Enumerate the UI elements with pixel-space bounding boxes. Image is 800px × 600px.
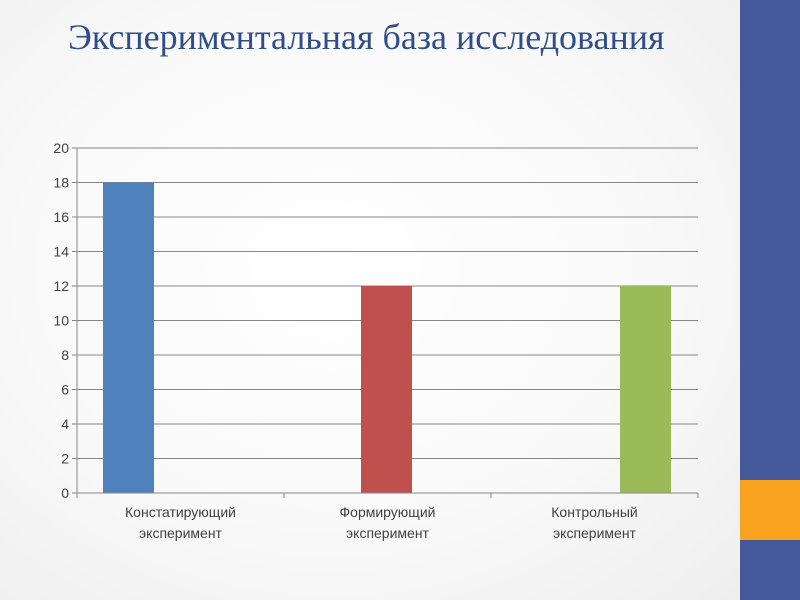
side-bar-top-segment <box>740 0 800 480</box>
x-category-label-line: эксперимент <box>139 525 223 541</box>
x-category-label-line: Констатирующий <box>125 504 236 520</box>
y-tick-label: 12 <box>53 278 69 294</box>
y-tick-label: 20 <box>53 140 69 156</box>
y-tick-label: 14 <box>53 244 69 260</box>
slide-title: Экспериментальная база исследования <box>68 17 665 57</box>
y-tick-label: 0 <box>61 485 69 501</box>
x-category-label: Констатирующий эксперимент <box>125 504 236 541</box>
x-category-label: Контрольный эксперимент <box>551 504 637 541</box>
bar <box>361 286 412 493</box>
side-bar <box>740 0 800 600</box>
y-tick-label: 4 <box>61 416 69 432</box>
bar <box>620 286 671 493</box>
y-axis-tick-labels: 0 2 4 6 8 10 12 14 16 18 20 <box>53 140 69 501</box>
y-tick-label: 18 <box>53 175 69 191</box>
x-category-label-line: эксперимент <box>346 525 430 541</box>
side-bar-bottom-segment <box>740 540 800 600</box>
x-category-label-line: Контрольный <box>551 504 637 520</box>
bar-chart: 0 2 4 6 8 10 12 14 16 18 20 Констатирующий эксперим… <box>53 140 699 541</box>
y-tick-label: 10 <box>53 313 69 329</box>
x-axis-category-labels: Констатирующий эксперимент Формирующий эксп… <box>125 504 638 541</box>
y-tick-label: 2 <box>61 451 69 467</box>
bar <box>103 182 154 493</box>
x-category-label-line: эксперимент <box>553 525 637 541</box>
y-tick-label: 16 <box>53 209 69 225</box>
chart-bars <box>103 182 671 493</box>
side-bar-accent-segment <box>740 480 800 540</box>
x-category-label: Формирующий эксперимент <box>340 504 436 541</box>
chart-axes <box>72 147 699 498</box>
y-tick-label: 6 <box>61 382 69 398</box>
x-category-label-line: Формирующий <box>340 504 436 520</box>
y-tick-label: 8 <box>61 347 69 363</box>
